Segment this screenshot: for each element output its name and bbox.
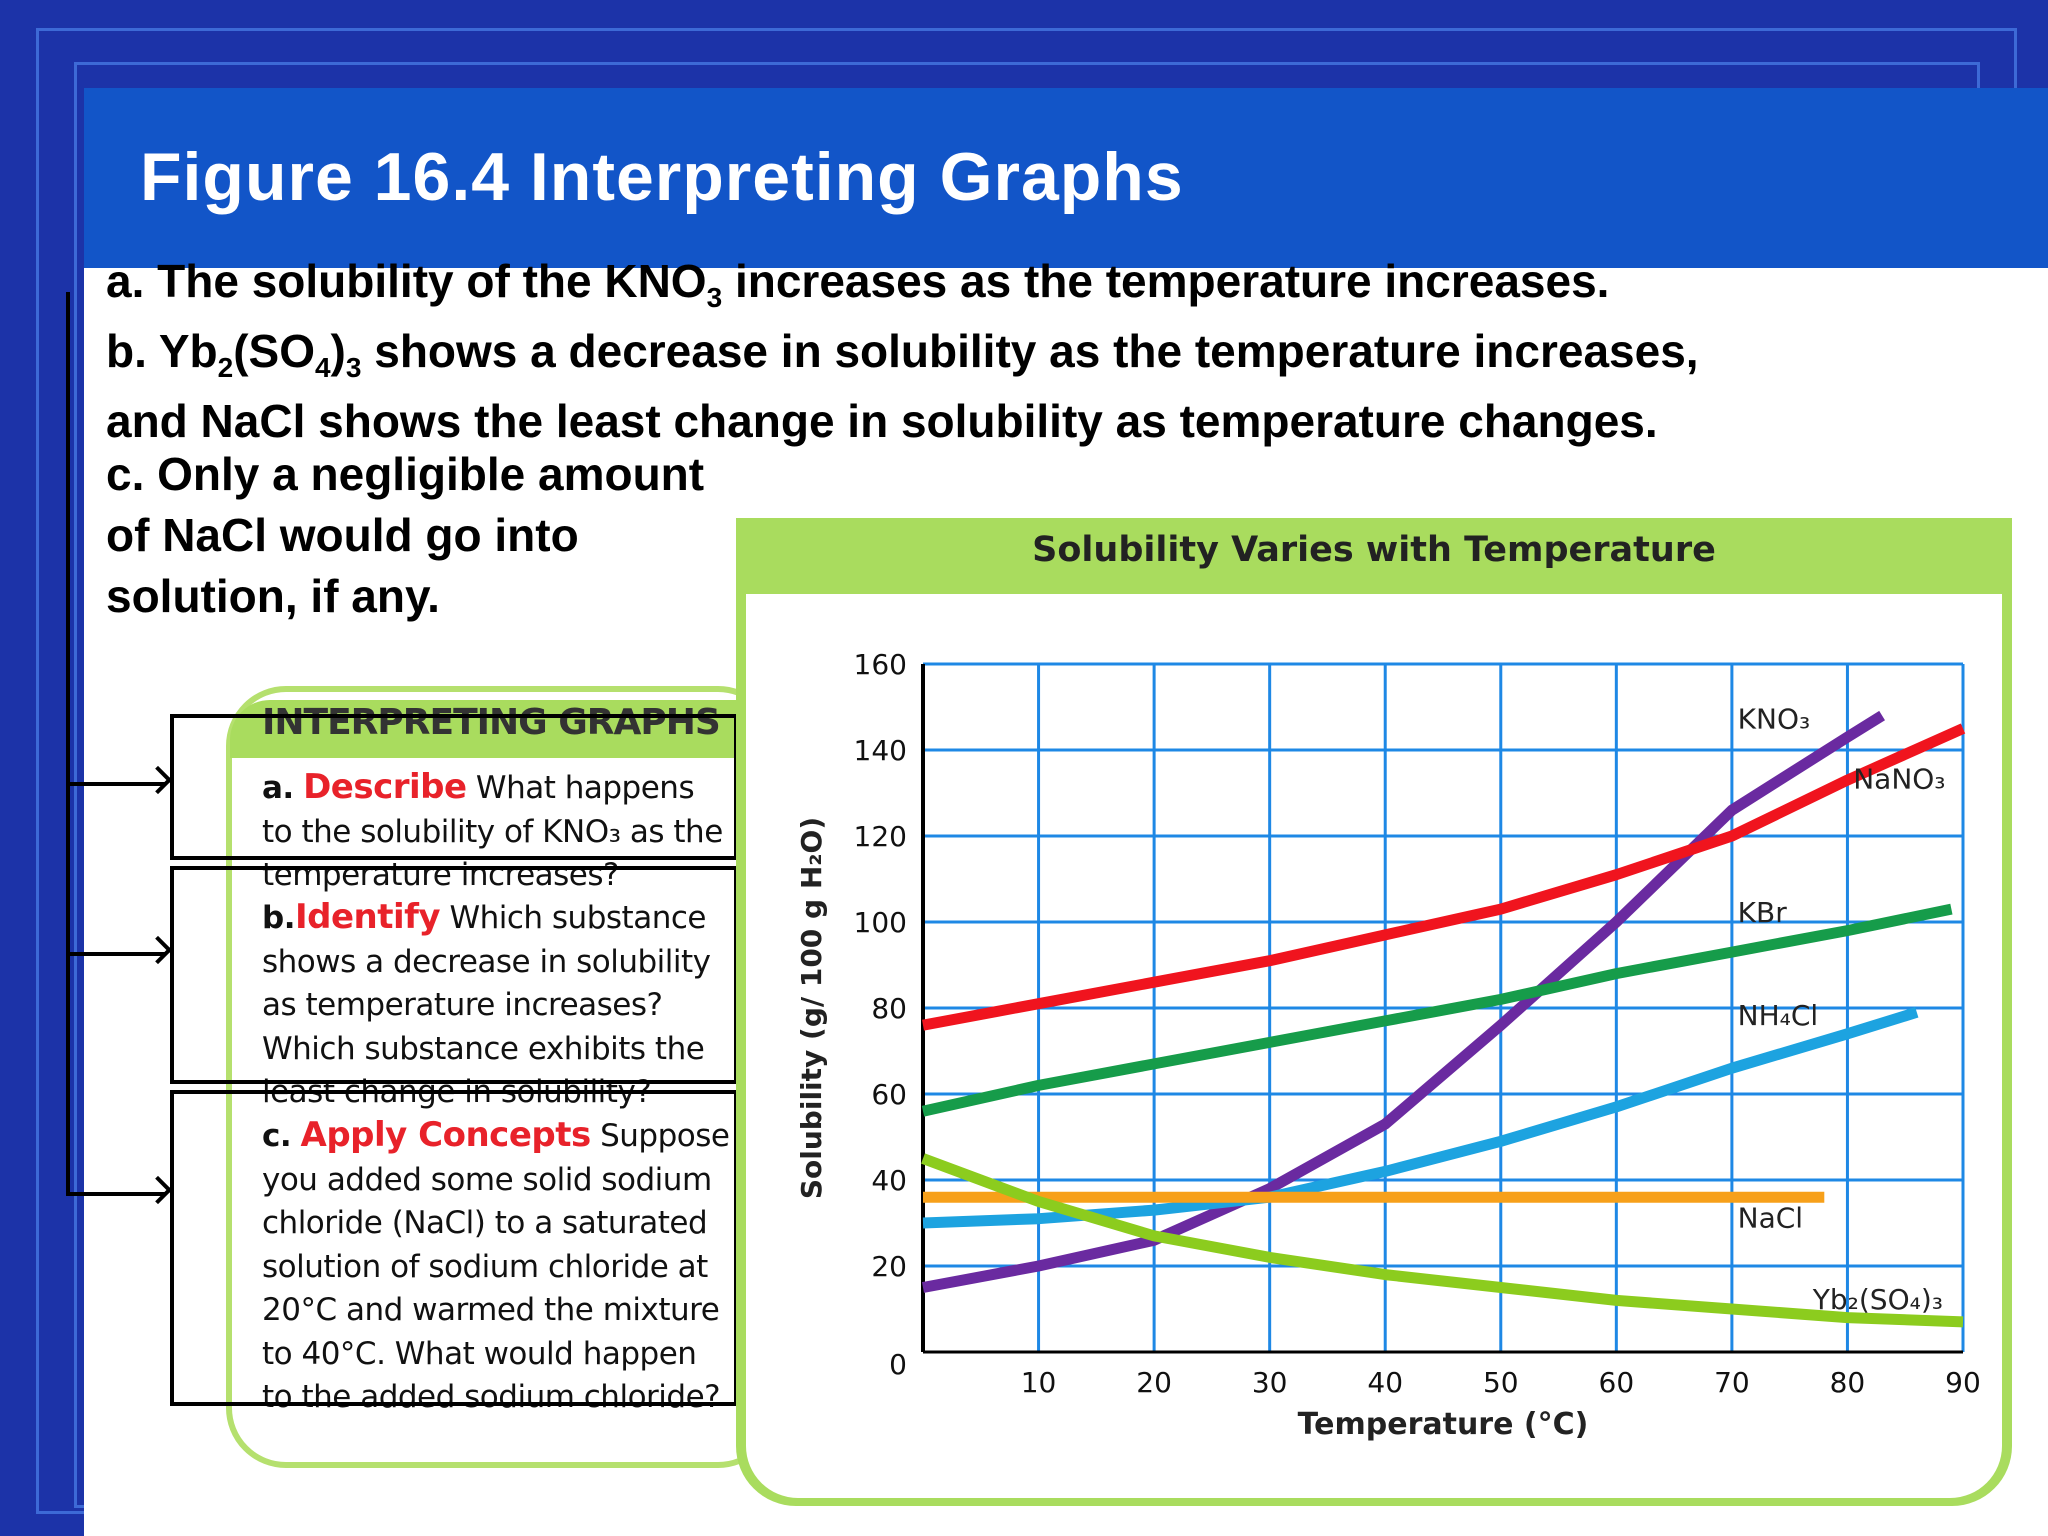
x-axis-label: Temperature (°C) [1298, 1407, 1589, 1442]
interpreting-graphs-panel [226, 686, 778, 1468]
x-tick-label: 70 [1714, 1366, 1750, 1399]
x-tick-label: 50 [1483, 1366, 1519, 1399]
x-tick-label: 90 [1945, 1366, 1980, 1399]
curve-label-0: KNO₃ [1738, 703, 1811, 736]
title-bar [84, 88, 2048, 268]
x-tick-label: 10 [1021, 1366, 1057, 1399]
interpreting-graphs-header [230, 700, 736, 758]
y-tick-label: 60 [871, 1078, 907, 1111]
x-tick-label: 30 [1252, 1366, 1288, 1399]
question-c: c. Apply Concepts Suppose you added some… [262, 1115, 730, 1415]
x-tick-label: 40 [1367, 1366, 1403, 1399]
y-tick-label: 80 [871, 992, 907, 1025]
y-tick-label: 40 [871, 1164, 907, 1197]
y-axis-label: Solubility (g/ 100 g H₂O) [795, 817, 828, 1199]
interpreting-graphs-title: INTERPRETING GRAPHS [262, 702, 721, 743]
highlight-box-c [170, 1090, 738, 1406]
curve-label-4: NaCl [1738, 1201, 1803, 1234]
x-tick-label: 80 [1830, 1366, 1866, 1399]
bullet-c: c. Only a negligible amount of NaCl woul… [106, 448, 705, 622]
y-tick-label: 140 [854, 734, 907, 767]
series-line-0 [921, 710, 1885, 1293]
series-line-1 [921, 723, 1966, 1031]
y-tick-label: 100 [854, 906, 907, 939]
question-a: a. Describe What happens to the solubili… [262, 767, 723, 893]
curve-label-3: NH₄Cl [1738, 999, 1819, 1032]
curve-label-2: KBr [1738, 896, 1788, 929]
y-tick-label: 20 [871, 1250, 907, 1283]
arrow-a-icon [68, 782, 166, 786]
series-line-3 [922, 1007, 1919, 1229]
chart-title: Solubility Varies with Temperature [1032, 530, 1716, 570]
slide-title: Figure 16.4 Interpreting Graphs [140, 139, 1184, 215]
bullet-b-continued: and NaCl shows the least change in solub… [106, 395, 1658, 447]
x-tick-label: 60 [1599, 1366, 1635, 1399]
curve-label-5: Yb₂(SO₄)₃ [1812, 1283, 1943, 1316]
highlight-box-b [170, 866, 738, 1084]
bullet-b: b. Yb2(SO4)3 shows a decrease in solubil… [106, 325, 1699, 384]
arrow-c-icon [68, 1192, 166, 1196]
solubility-chart: 10 20 30 40 50 60 70 80 90 0 20 40 60 80 100 120 140 160 T… [795, 648, 1980, 1442]
x-tick-label: 20 [1136, 1366, 1172, 1399]
series-line-2 [921, 903, 1953, 1117]
curve-label-1: NaNO₃ [1853, 763, 1945, 796]
question-b: b.Identify Which substance shows a decre… [262, 897, 711, 1110]
highlight-box-a [170, 714, 738, 860]
y-tick-label: 160 [854, 648, 907, 681]
bracket-line [66, 292, 70, 1196]
arrow-b-icon [68, 952, 166, 956]
bullet-a: a. The solubility of the KNO3 increases … [106, 255, 1610, 314]
y-tick-label: 0 [889, 1348, 907, 1381]
y-tick-label: 120 [854, 820, 907, 853]
series-line-5 [921, 1153, 1964, 1328]
